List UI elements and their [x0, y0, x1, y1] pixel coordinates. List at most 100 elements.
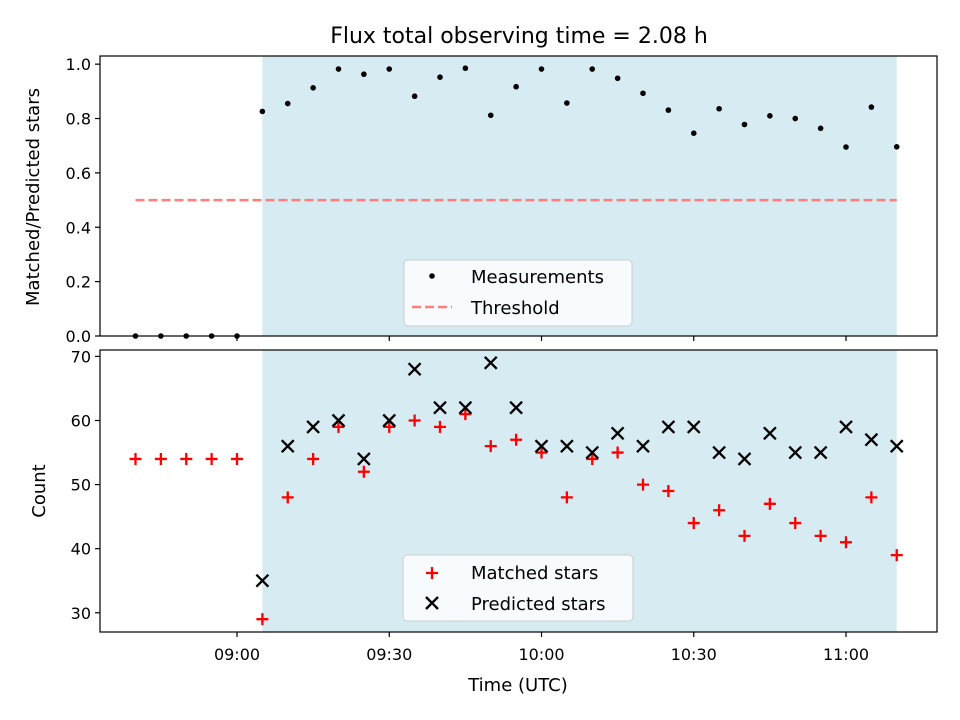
- measurement-point: [767, 113, 773, 119]
- x-tick-label: 09:30: [366, 645, 412, 664]
- axes-frame: [99, 349, 938, 633]
- predicted-star-marker: [458, 400, 473, 415]
- measurement-point: [538, 66, 545, 72]
- matched-star-marker: [383, 420, 396, 433]
- legend-label-predicted: Predicted stars: [471, 594, 605, 615]
- predicted-star-marker: [255, 573, 270, 588]
- matched-star-marker: [789, 517, 802, 530]
- predicted-star-marker: [280, 439, 295, 453]
- matched-star-marker: [205, 452, 218, 465]
- y-axis-label: Matched/Predicted stars: [23, 88, 44, 306]
- matched-star-marker: [256, 613, 269, 626]
- matched-star-marker: [434, 420, 446, 433]
- measurement-point: [310, 85, 316, 91]
- predicted-star-marker: [686, 420, 701, 434]
- matched-star-marker: [535, 446, 548, 459]
- matched-star-marker: [154, 452, 167, 465]
- predicted-star-marker: [433, 400, 447, 415]
- matched-star-marker: [637, 478, 649, 491]
- predicted-star-marker: [560, 439, 574, 453]
- legend-marker-predicted: [425, 596, 439, 610]
- predicted-star-marker: [788, 445, 803, 460]
- y-ticks: 0.0 0.2 0.4 0.6 0.8 1.0: [66, 55, 100, 346]
- predicted-star-marker: [306, 420, 320, 434]
- measurement-point: [868, 104, 875, 110]
- matched-star-marker: [332, 420, 345, 433]
- measurement-point: [564, 100, 570, 106]
- axes-frame: [99, 55, 938, 337]
- legend-label-measurements: Measurements: [471, 267, 604, 288]
- predicted-star-marker: [509, 400, 523, 415]
- y-tick-label: 30: [71, 604, 91, 623]
- y-tick-label: 1.0: [66, 55, 91, 74]
- matched-star-marker: [510, 433, 523, 446]
- measurement-point: [792, 115, 799, 122]
- measurement-point: [335, 66, 342, 72]
- legend-label-matched: Matched stars: [471, 563, 598, 584]
- matched-star-marker: [763, 497, 776, 510]
- predicted-star-marker: [407, 362, 422, 377]
- matched-star-marker: [357, 465, 370, 478]
- matched-star-marker: [865, 491, 878, 504]
- y-tick-label: 60: [71, 412, 91, 431]
- predicted-star-marker: [331, 413, 346, 428]
- measurement-point: [817, 125, 824, 132]
- measurement-point: [259, 108, 266, 115]
- predicted-star-marker: [585, 445, 600, 460]
- measurement-point: [487, 112, 494, 119]
- matched-star-marker: [890, 549, 903, 562]
- y-tick-label: 70: [71, 347, 91, 366]
- matched-star-marker: [713, 504, 726, 517]
- predicted-star-marker: [483, 356, 498, 370]
- measurement-point: [589, 66, 596, 72]
- predicted-star-marker: [839, 420, 853, 434]
- legend-box: [402, 554, 634, 622]
- legend: Matched stars Predicted stars: [402, 554, 634, 622]
- matched-stars-points: [129, 408, 903, 626]
- x-tick-label: 11:00: [823, 645, 869, 664]
- measurement-point: [437, 74, 443, 81]
- measurement-point: [411, 93, 418, 100]
- matched-star-marker: [814, 529, 827, 542]
- measurement-point: [462, 65, 469, 72]
- matched-star-marker: [459, 408, 472, 421]
- matched-star-marker: [129, 452, 142, 465]
- y-tick-label: 50: [71, 476, 91, 495]
- legend-marker-measurements: [429, 273, 435, 279]
- matched-star-marker: [180, 452, 193, 465]
- y-tick-label: 0.6: [66, 164, 91, 183]
- predicted-star-marker: [610, 426, 625, 441]
- y-tick-label: 0.4: [66, 218, 91, 237]
- predicted-star-marker: [661, 420, 676, 434]
- matched-star-marker: [307, 452, 320, 465]
- x-axis-label: Time (UTC): [467, 675, 568, 696]
- y-tick-label: 0.8: [66, 110, 91, 129]
- measurement-point: [665, 107, 672, 113]
- measurement-point: [284, 100, 291, 107]
- x-tick-label: 09:00: [214, 645, 260, 664]
- measurement-point: [690, 130, 697, 137]
- predicted-star-marker: [712, 445, 726, 460]
- matched-star-marker: [408, 414, 421, 427]
- legend: Measurements Threshold: [403, 259, 633, 327]
- matched-star-marker: [687, 517, 700, 530]
- predicted-star-marker: [737, 452, 752, 466]
- y-axis-label: Count: [29, 464, 50, 517]
- measurement-point: [843, 144, 849, 150]
- matched-star-marker: [484, 440, 497, 453]
- matched-star-marker: [840, 536, 852, 549]
- measurement-point: [716, 105, 722, 112]
- legend-marker-matched: [426, 567, 438, 579]
- predicted-star-marker: [534, 439, 549, 453]
- legend-box: [403, 259, 633, 327]
- y-ticks: 30 40 50 60 70: [71, 347, 100, 623]
- measurement-point: [386, 66, 393, 72]
- matched-star-marker: [611, 446, 624, 459]
- x-tick-label: 10:00: [518, 645, 564, 664]
- count-panel: 30 40 50 60 70 09:00 09:30 10:00 10:30 11:00 Cou…: [29, 347, 938, 696]
- predicted-star-marker: [357, 452, 371, 466]
- matched-star-marker: [560, 491, 573, 504]
- ratio-panel: 0.0 0.2 0.4 0.6 0.8 1.0 Matched/Predicted sta…: [23, 55, 938, 346]
- predicted-star-marker: [636, 439, 650, 453]
- predicted-star-marker: [763, 426, 777, 441]
